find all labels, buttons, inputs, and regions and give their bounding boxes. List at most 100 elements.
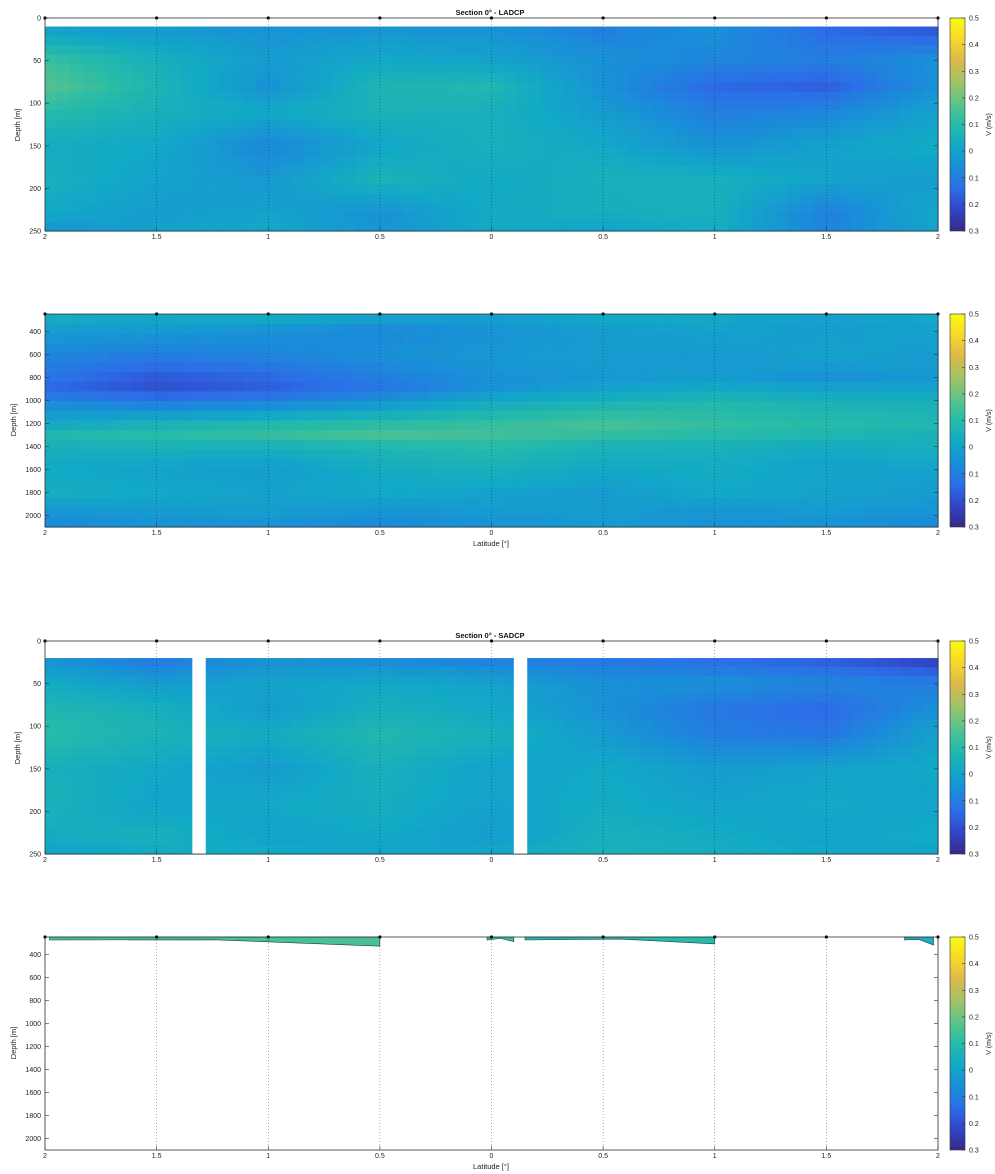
heatmap-cell bbox=[169, 138, 183, 148]
heatmap-cell bbox=[293, 203, 307, 214]
heatmap-cell bbox=[57, 420, 71, 431]
heatmap-cell bbox=[615, 26, 629, 37]
heatmap-cell bbox=[590, 372, 604, 383]
heatmap-cell bbox=[565, 63, 579, 74]
heatmap-cell bbox=[156, 430, 170, 441]
heatmap-cell bbox=[82, 773, 96, 784]
heatmap-cell bbox=[764, 82, 778, 93]
heatmap-cell bbox=[355, 54, 369, 65]
heatmap-cell bbox=[603, 478, 617, 489]
heatmap-cell bbox=[627, 459, 641, 470]
heatmap-cell bbox=[57, 702, 71, 713]
heatmap-cell bbox=[553, 314, 567, 325]
heatmap-cell bbox=[317, 45, 331, 55]
heatmap-cell bbox=[851, 693, 865, 704]
heatmap-cell bbox=[652, 809, 666, 819]
heatmap-cell bbox=[776, 439, 790, 451]
heatmap-cell bbox=[218, 91, 232, 102]
heatmap-cell bbox=[590, 488, 604, 499]
heatmap-cell bbox=[826, 193, 840, 204]
colorbar-tick-label: 0.1 bbox=[969, 418, 979, 425]
heatmap-cell bbox=[888, 72, 902, 83]
heatmap-cell bbox=[615, 203, 629, 214]
heatmap-cell bbox=[82, 323, 96, 334]
heatmap-cell bbox=[826, 175, 840, 186]
heatmap-cell bbox=[82, 362, 96, 373]
heatmap-cell bbox=[578, 497, 592, 509]
heatmap-cell bbox=[677, 184, 691, 195]
heatmap-cell bbox=[280, 747, 294, 757]
heatmap-cell bbox=[776, 26, 790, 37]
heatmap-cell bbox=[875, 836, 889, 846]
heatmap-cell bbox=[838, 809, 852, 819]
heatmap-cell bbox=[925, 836, 939, 846]
heatmap-cell bbox=[107, 782, 121, 793]
heatmap-cell bbox=[57, 72, 71, 83]
heatmap-cell bbox=[615, 468, 629, 480]
heatmap-cell bbox=[578, 658, 592, 668]
heatmap-cell bbox=[417, 845, 431, 855]
heatmap-cell bbox=[813, 720, 827, 730]
heatmap-cell bbox=[181, 391, 195, 402]
heatmap-cell bbox=[590, 221, 604, 232]
heatmap-cell bbox=[243, 684, 257, 695]
heatmap-cell bbox=[94, 128, 108, 139]
heatmap-cell bbox=[144, 517, 158, 528]
heatmap-cell bbox=[82, 658, 96, 668]
heatmap-cell bbox=[875, 666, 889, 677]
heatmap-cell bbox=[57, 119, 71, 130]
heatmap-cell bbox=[181, 459, 195, 470]
heatmap-cell bbox=[913, 35, 927, 46]
heatmap-cell bbox=[268, 72, 282, 83]
heatmap-cell bbox=[751, 147, 765, 158]
heatmap-cell bbox=[119, 381, 133, 393]
heatmap-cell bbox=[293, 82, 307, 93]
heatmap-cell bbox=[454, 323, 468, 334]
heatmap-cell bbox=[82, 845, 96, 855]
heatmap-cell bbox=[838, 401, 852, 412]
heatmap-cell bbox=[144, 729, 158, 739]
heatmap-cell bbox=[491, 711, 505, 721]
heatmap-cell bbox=[826, 100, 840, 111]
heatmap-cell bbox=[342, 100, 356, 111]
heatmap-cell bbox=[813, 401, 827, 412]
heatmap-cell bbox=[466, 702, 480, 713]
heatmap-cell bbox=[429, 110, 443, 121]
heatmap-cell bbox=[913, 729, 927, 739]
heatmap-cell bbox=[603, 221, 617, 232]
heatmap-cell bbox=[838, 818, 852, 828]
heatmap-cell bbox=[801, 221, 815, 232]
heatmap-cell bbox=[305, 110, 319, 121]
heatmap-cell bbox=[330, 175, 344, 186]
heatmap-cell bbox=[801, 63, 815, 74]
heatmap-cell bbox=[553, 430, 567, 441]
heatmap-cell bbox=[355, 323, 369, 334]
heatmap-cell bbox=[776, 791, 790, 802]
heatmap-cell bbox=[94, 756, 108, 766]
heatmap-cell bbox=[813, 323, 827, 334]
heatmap-cell bbox=[503, 221, 517, 232]
heatmap-cell bbox=[169, 738, 183, 748]
heatmap-cell bbox=[565, 764, 579, 775]
heatmap-cell bbox=[404, 203, 418, 214]
heatmap-cell bbox=[789, 91, 803, 102]
heatmap-cell bbox=[330, 63, 344, 74]
heatmap-cell bbox=[503, 372, 517, 383]
heatmap-cell bbox=[280, 26, 294, 37]
heatmap-cell bbox=[392, 773, 406, 784]
heatmap-cell bbox=[665, 818, 679, 828]
heatmap-cell bbox=[169, 333, 183, 344]
heatmap-cell bbox=[776, 203, 790, 214]
heatmap-cell bbox=[131, 658, 145, 668]
heatmap-cell bbox=[801, 693, 815, 704]
heatmap-cell bbox=[144, 430, 158, 441]
heatmap-cell bbox=[392, 175, 406, 186]
heatmap-cell bbox=[925, 91, 939, 102]
heatmap-cell bbox=[293, 119, 307, 130]
heatmap-cell bbox=[367, 203, 381, 214]
heatmap-cell bbox=[590, 827, 604, 837]
heatmap-cell bbox=[615, 439, 629, 451]
heatmap-cell bbox=[677, 72, 691, 83]
heatmap-cell bbox=[875, 193, 889, 204]
heatmap-cell bbox=[379, 800, 393, 811]
